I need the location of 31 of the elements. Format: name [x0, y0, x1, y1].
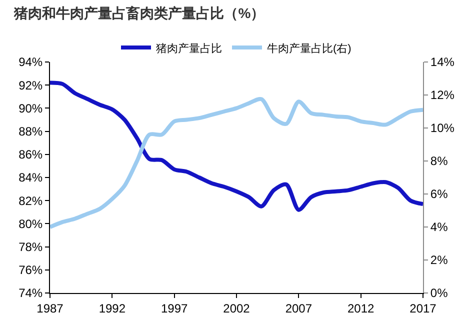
- y-tick-label: 76%: [18, 263, 43, 278]
- y2-tick-label: 8%: [430, 154, 448, 168]
- y2-tick-label: 14%: [430, 55, 455, 70]
- y-tick-label: 78%: [18, 240, 43, 254]
- y2-tick-label: 4%: [430, 220, 448, 234]
- y-tick-label: 88%: [18, 124, 43, 138]
- y2-tick-label: 10%: [430, 121, 455, 136]
- y-tick-label: 94%: [18, 55, 43, 70]
- line-series: [50, 80, 423, 212]
- y-tick-label: 86%: [18, 148, 43, 162]
- x-tick-label: 2017: [410, 301, 437, 316]
- legend-label: 牛肉产量占比(右): [267, 42, 352, 55]
- y-tick-label: 74%: [18, 286, 43, 300]
- y-tick-label: 92%: [18, 78, 43, 92]
- x-tick-label: 1992: [98, 301, 126, 316]
- x-tick-label: 2007: [285, 301, 312, 316]
- y2-tick-label: 12%: [430, 88, 455, 102]
- y-tick-label: 82%: [18, 194, 43, 208]
- x-tick-label: 2002: [223, 301, 250, 316]
- y-tick-label: 80%: [18, 216, 43, 231]
- x-tick-label: 1987: [36, 301, 64, 316]
- y2-tick-label: 0%: [430, 286, 448, 300]
- y-tick-label: 90%: [18, 101, 43, 116]
- y-tick-label: 84%: [18, 170, 43, 185]
- y2-tick-label: 2%: [430, 253, 448, 268]
- line-series: [50, 97, 423, 229]
- legend-label: 猪肉产量占比: [156, 42, 222, 55]
- x-tick-label: 2012: [347, 301, 374, 316]
- y2-tick-label: 6%: [430, 187, 448, 202]
- chart-title: 猪肉和牛肉产量占畜肉类产量占比（%）: [13, 5, 265, 22]
- x-tick-label: 1997: [160, 301, 188, 316]
